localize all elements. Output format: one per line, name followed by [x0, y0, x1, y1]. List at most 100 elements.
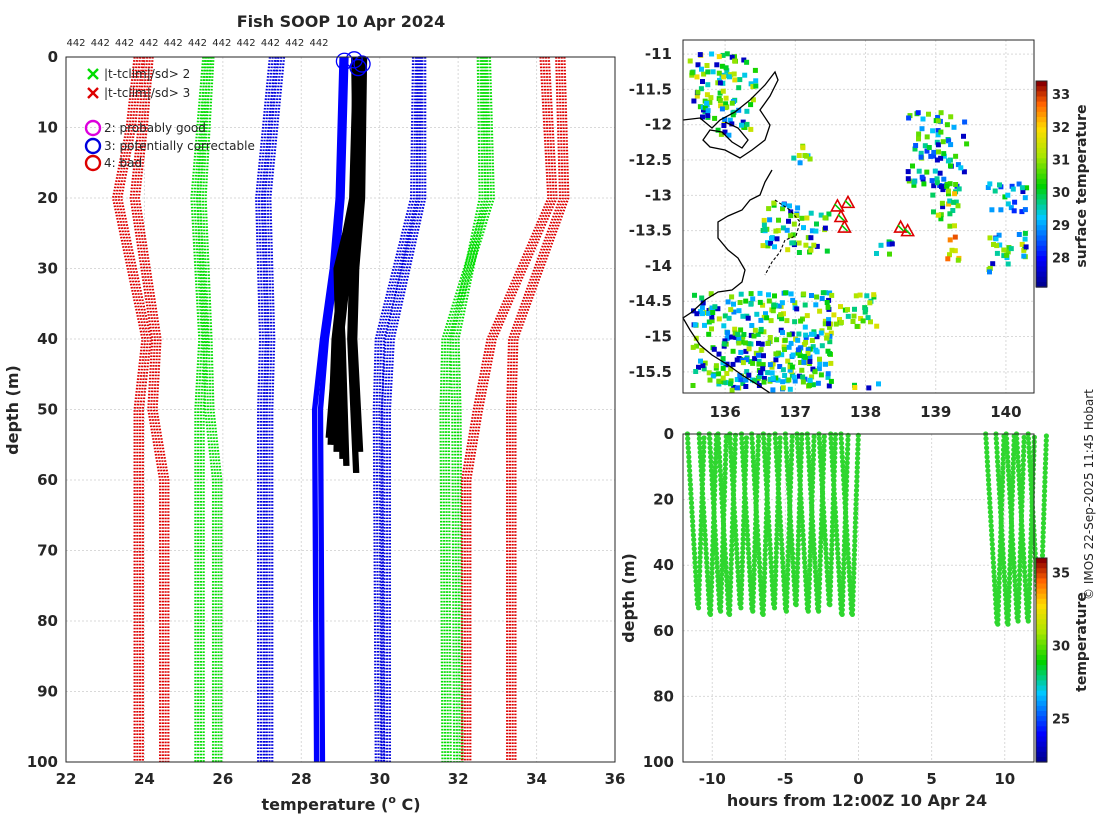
- colorbar-band: [1036, 163, 1047, 170]
- cast-point: [765, 451, 772, 457]
- cast-point: [840, 472, 847, 478]
- cast-point: [746, 555, 752, 561]
- sst-pixel: [796, 250, 802, 255]
- sst-pixel: [731, 71, 737, 77]
- cast-point: [831, 495, 838, 501]
- cast-point: [1011, 569, 1018, 575]
- cast-point: [1040, 543, 1046, 549]
- cast-point: [1014, 440, 1020, 446]
- sst-pixel: [813, 228, 819, 234]
- cast-point: [817, 454, 824, 460]
- cast-point: [744, 523, 750, 529]
- sst-pixel: [938, 155, 944, 161]
- cast-point: [1006, 575, 1013, 581]
- sst-pixel: [886, 241, 892, 247]
- cast-point: [805, 603, 812, 610]
- sst-pixel: [825, 371, 831, 377]
- clim-line: [383, 57, 421, 762]
- sst-pixel: [803, 242, 809, 248]
- cast-point: [1043, 447, 1049, 453]
- sst-pixel: [758, 370, 763, 376]
- sst-pixel: [796, 331, 802, 337]
- sst-pixel: [735, 332, 741, 337]
- cast-point: [811, 541, 817, 547]
- flag-triangle: [900, 222, 915, 237]
- cast-point: [704, 569, 710, 575]
- sst-pixel: [752, 67, 758, 73]
- cast-point: [1022, 569, 1028, 575]
- x-axis-label: temperature (o C): [261, 793, 420, 814]
- cast-point: [828, 574, 834, 580]
- count-label: 442: [139, 38, 158, 49]
- cast-point: [708, 593, 714, 599]
- cast-point: [766, 432, 772, 438]
- sst-pixel: [732, 58, 738, 64]
- cast-point: [983, 436, 989, 442]
- cast-point: [716, 449, 722, 455]
- cast-point: [700, 504, 707, 511]
- cast-point: [692, 564, 698, 570]
- cast-point: [1027, 577, 1033, 583]
- sst-pixel: [715, 127, 721, 133]
- cast-point: [708, 468, 715, 474]
- cast-point: [772, 600, 778, 606]
- cast-point: [778, 537, 785, 543]
- cast-point: [691, 541, 697, 547]
- cast-point: [774, 536, 780, 542]
- cast-point: [787, 504, 793, 511]
- sst-pixel: [852, 385, 858, 390]
- sst-pixel: [760, 366, 766, 372]
- cast-point: [752, 548, 758, 555]
- colorbar-band: [1036, 660, 1047, 666]
- flag-triangle: [830, 198, 845, 212]
- cast-point: [739, 573, 745, 579]
- cast-point: [719, 491, 725, 497]
- cast-point: [749, 440, 755, 446]
- cast-point: [845, 555, 851, 561]
- cast-point: [722, 541, 728, 547]
- cast-point: [855, 451, 861, 457]
- x-tick-label: 5: [926, 770, 936, 788]
- colorbar-band: [1036, 153, 1047, 159]
- y-tick-label: 90: [37, 683, 58, 701]
- cast-point: [754, 518, 760, 524]
- cast-point: [841, 481, 847, 488]
- cast-point: [789, 550, 796, 557]
- sst-pixel: [699, 305, 705, 311]
- sst-pixel: [852, 306, 857, 312]
- cast-point: [801, 550, 807, 557]
- sst-pixel: [805, 350, 811, 356]
- sst-pixel: [789, 240, 795, 246]
- cast-point: [789, 452, 795, 458]
- cast-point: [1015, 609, 1022, 615]
- legend-circle-marker: [84, 137, 102, 155]
- x-tick-label: 36: [605, 770, 626, 788]
- cast-point: [773, 559, 779, 565]
- cast-point: [1018, 514, 1024, 520]
- cast-point: [701, 523, 708, 529]
- cast-point: [707, 445, 713, 451]
- cast-point: [817, 571, 823, 578]
- sst-pixel: [952, 223, 957, 229]
- sst-pixel: [987, 181, 993, 187]
- sst-pixel: [761, 222, 767, 228]
- y-tick-label: 0: [664, 425, 674, 443]
- cast-point: [704, 560, 710, 566]
- colorbar-band: [1036, 726, 1047, 732]
- sst-pixel: [937, 170, 943, 176]
- cast-point: [1026, 590, 1032, 597]
- y-tick-label: 60: [37, 471, 58, 489]
- cast-point: [1000, 465, 1006, 471]
- colorbar-band: [1036, 670, 1047, 676]
- cast-point: [761, 598, 767, 604]
- sst-pixel: [824, 335, 830, 341]
- cast-point: [819, 477, 825, 483]
- sst-pixel: [716, 351, 722, 357]
- cast-point: [1008, 518, 1015, 524]
- cast-point: [851, 547, 858, 553]
- sst-pixel: [700, 114, 705, 120]
- sst-pixel: [913, 143, 919, 148]
- cast-point: [795, 542, 801, 548]
- cast-point: [728, 459, 735, 465]
- cast-point: [709, 472, 715, 478]
